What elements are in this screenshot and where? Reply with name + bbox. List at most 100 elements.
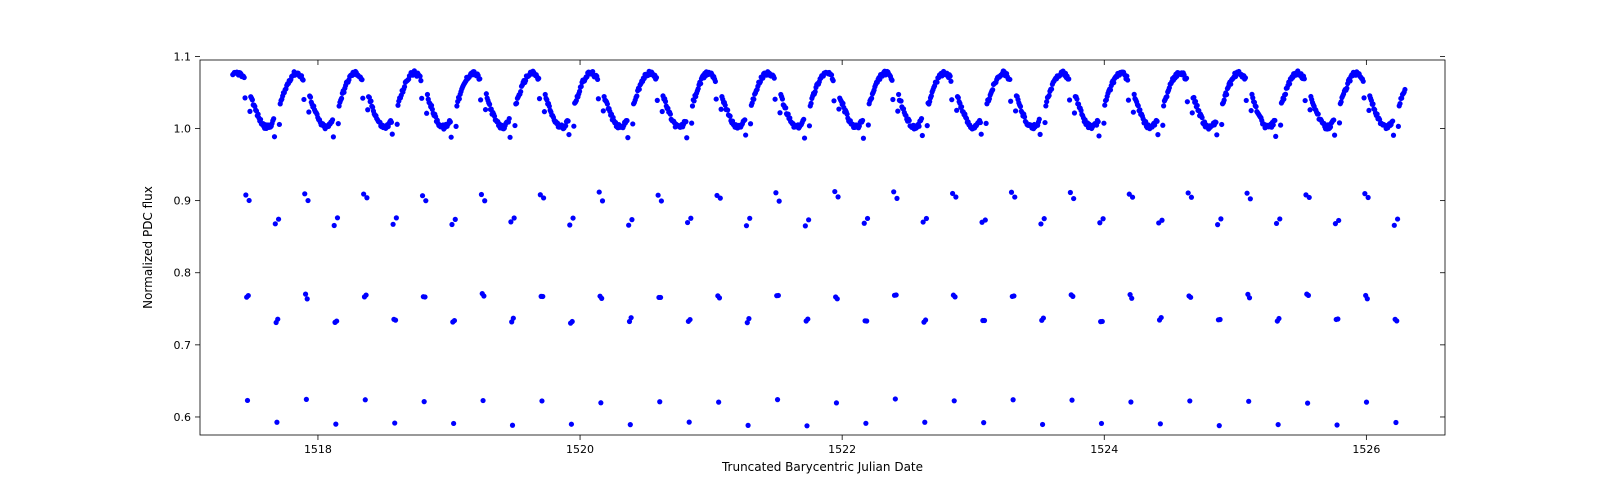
data-point xyxy=(832,189,837,194)
xlabel: Truncated Barycentric Julian Date xyxy=(721,460,923,474)
data-point xyxy=(893,396,898,401)
xtick-label: 1524 xyxy=(1090,443,1118,456)
data-point xyxy=(1072,110,1077,115)
data-point xyxy=(417,74,422,79)
data-point xyxy=(1366,195,1371,200)
data-point xyxy=(747,216,752,221)
data-point xyxy=(907,118,912,123)
data-point xyxy=(1066,76,1071,81)
xtick-label: 1522 xyxy=(828,443,856,456)
data-point xyxy=(629,315,634,320)
data-point xyxy=(684,135,689,140)
data-point xyxy=(537,96,542,101)
data-point xyxy=(1253,104,1258,109)
data-point xyxy=(979,132,984,137)
data-point xyxy=(807,123,812,128)
data-point xyxy=(541,195,546,200)
data-point xyxy=(536,76,541,81)
data-point xyxy=(1217,317,1222,322)
data-point xyxy=(1155,132,1160,137)
data-point xyxy=(658,295,663,300)
data-point xyxy=(1276,422,1281,427)
data-point xyxy=(1160,123,1165,128)
data-point xyxy=(1126,98,1131,103)
data-point xyxy=(802,135,807,140)
data-point xyxy=(1393,420,1398,425)
data-point xyxy=(301,97,306,102)
data-point xyxy=(659,198,664,203)
data-point xyxy=(948,74,953,79)
data-point xyxy=(982,318,987,323)
data-point xyxy=(1189,195,1194,200)
data-point xyxy=(690,103,695,108)
data-point xyxy=(1272,118,1277,123)
data-point xyxy=(773,190,778,195)
data-point xyxy=(656,193,661,198)
data-point xyxy=(984,121,989,126)
data-point xyxy=(423,198,428,203)
data-point xyxy=(1334,422,1339,427)
data-point xyxy=(333,422,338,427)
data-point xyxy=(1246,399,1251,404)
data-point xyxy=(626,223,631,228)
data-point xyxy=(301,77,306,82)
ytick-label: 1.0 xyxy=(174,123,192,136)
data-point xyxy=(540,294,545,299)
data-point xyxy=(595,77,600,82)
data-point xyxy=(687,317,692,322)
data-point xyxy=(1331,117,1336,122)
data-point xyxy=(725,107,730,112)
data-point xyxy=(507,135,512,140)
data-point xyxy=(891,189,896,194)
data-point xyxy=(479,192,484,197)
data-point xyxy=(393,318,398,323)
data-point xyxy=(894,196,899,201)
data-point xyxy=(744,223,749,228)
data-point xyxy=(1038,221,1043,226)
data-point xyxy=(687,420,692,425)
data-point xyxy=(806,217,811,222)
data-point xyxy=(743,132,748,137)
data-point xyxy=(1396,124,1401,129)
data-point xyxy=(1395,216,1400,221)
data-point xyxy=(597,189,602,194)
data-point xyxy=(1316,111,1321,116)
data-point xyxy=(959,104,964,109)
data-point xyxy=(1184,76,1189,81)
data-point xyxy=(243,192,248,197)
data-point xyxy=(625,135,630,140)
data-point xyxy=(865,216,870,221)
data-point xyxy=(890,97,895,102)
data-point xyxy=(334,318,339,323)
data-point xyxy=(1335,316,1340,321)
data-point xyxy=(1074,96,1079,101)
data-point xyxy=(271,116,276,121)
data-point xyxy=(1392,223,1397,228)
data-point xyxy=(1364,400,1369,405)
data-point xyxy=(306,109,311,114)
data-point xyxy=(1217,423,1222,428)
data-point xyxy=(920,133,925,138)
data-point xyxy=(330,117,335,122)
data-point xyxy=(1243,75,1248,80)
data-point xyxy=(1102,103,1107,108)
data-point xyxy=(478,97,483,102)
data-point xyxy=(448,119,453,124)
data-point xyxy=(1161,103,1166,108)
data-point xyxy=(864,318,869,323)
data-point xyxy=(1402,87,1407,92)
data-point xyxy=(1187,398,1192,403)
data-point xyxy=(449,222,454,227)
data-point xyxy=(1281,97,1286,102)
data-point xyxy=(1040,422,1045,427)
data-point xyxy=(1218,216,1223,221)
data-point xyxy=(332,223,337,228)
data-point xyxy=(1158,421,1163,426)
data-point xyxy=(1336,218,1341,223)
data-point xyxy=(1195,103,1200,108)
data-point xyxy=(1190,110,1195,115)
data-point xyxy=(1101,121,1106,126)
data-point xyxy=(1130,195,1135,200)
data-point xyxy=(981,420,986,425)
data-point xyxy=(953,194,958,199)
